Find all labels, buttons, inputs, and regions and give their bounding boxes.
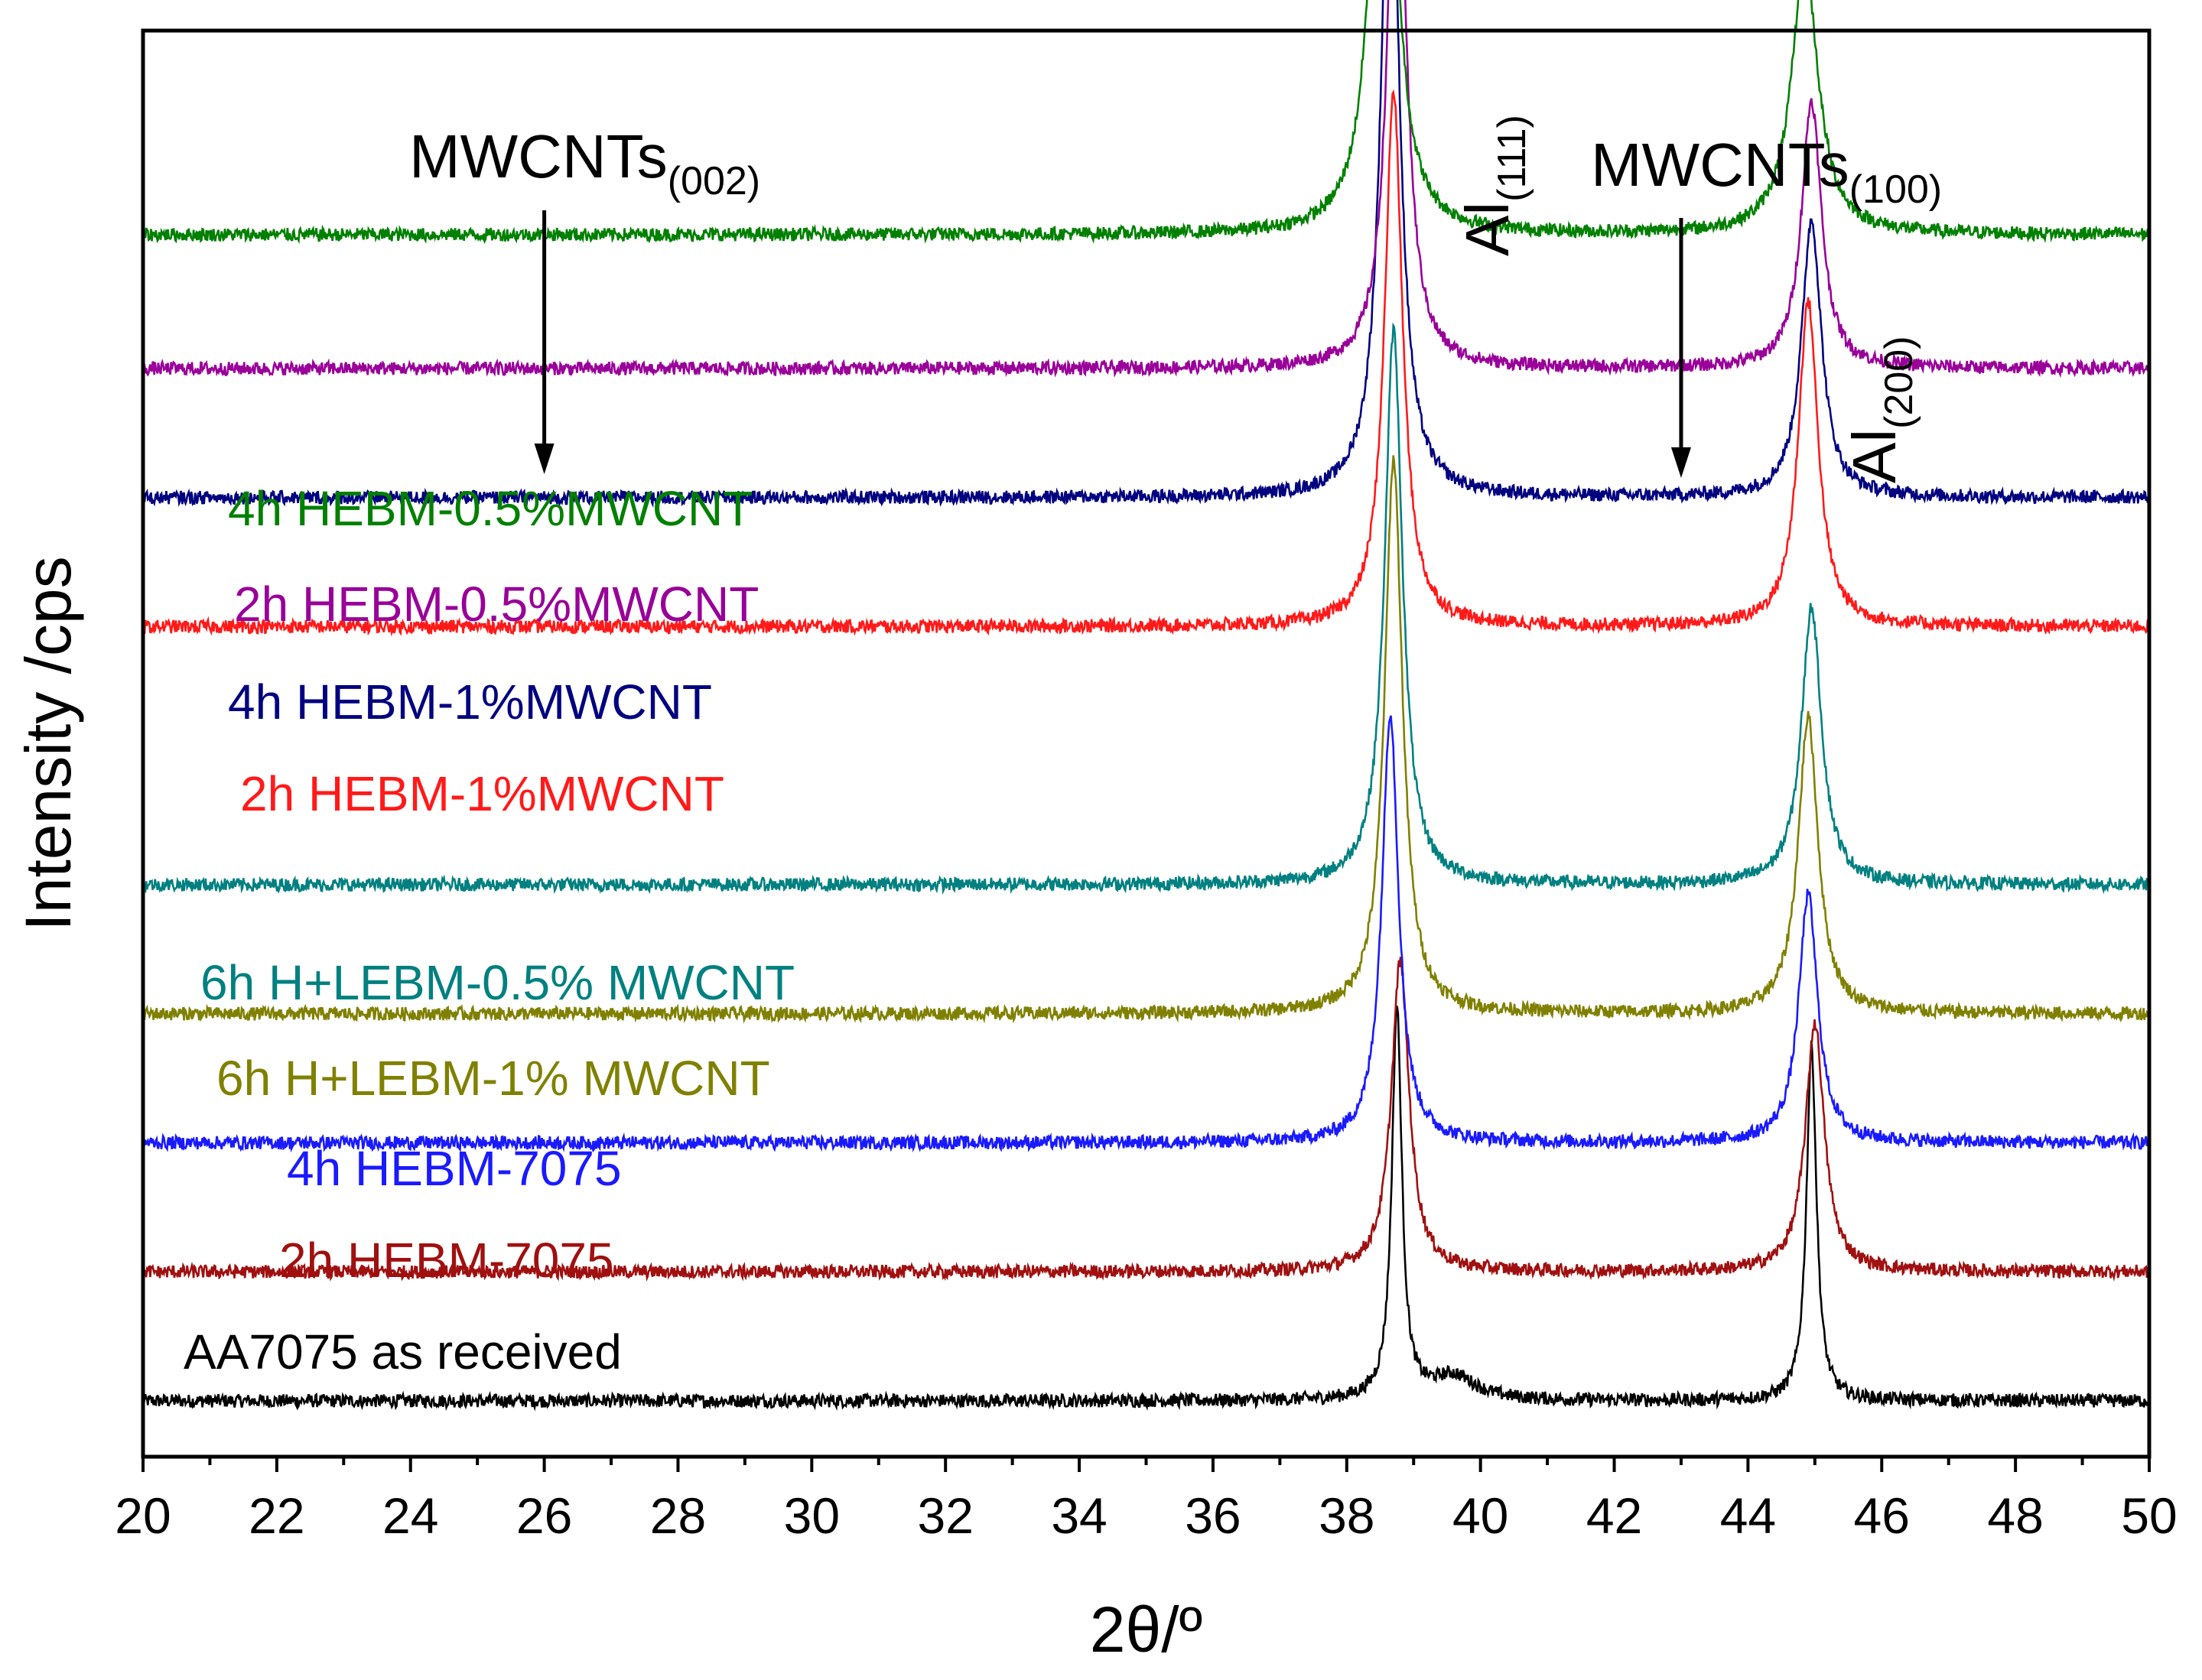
x-tick-label-11: 42: [1586, 1487, 1642, 1544]
x-tick-label-15: 50: [2121, 1487, 2177, 1544]
series-line-7: [141, 0, 2151, 379]
series-line-3: [141, 455, 2151, 1024]
x-tick-label-13: 46: [1854, 1487, 1910, 1544]
series-line-6: [141, 0, 2151, 509]
series-label-1: 2h HEBM-7075: [279, 1233, 614, 1288]
x-tick-label-7: 34: [1051, 1487, 1107, 1544]
annotation-al-200-main: Al: [1840, 429, 1908, 483]
annotation-mwcnts-002-sub: (002): [668, 159, 760, 203]
x-tick-label-10: 40: [1452, 1487, 1508, 1544]
y-axis-title: Intensity /cps: [12, 556, 84, 931]
annotation-al-200-sub: (200): [1877, 336, 1921, 428]
annotation-mwcnts-100-sub: (100): [1849, 167, 1942, 212]
series-label-3: 6h H+LEBM-1% MWCNT: [216, 1051, 770, 1106]
annotation-al-111-sub: (111): [1490, 115, 1534, 202]
series-label-7: 2h HEBM-0.5%MWCNT: [234, 577, 759, 632]
x-tick-label-9: 38: [1319, 1487, 1374, 1544]
annotation-al-111: Al(111): [1453, 115, 1534, 256]
series-label-4: 6h H+LEBM-0.5% MWCNT: [200, 955, 795, 1010]
series-line-4: [141, 322, 2151, 895]
x-tick-label-6: 32: [917, 1487, 973, 1544]
annotation-mwcnts-002-main: MWCNTs: [409, 122, 668, 190]
x-axis-title: 2θ/º: [1090, 1594, 1202, 1665]
annotation-mwcnts-100-main: MWCNTs: [1591, 131, 1849, 199]
x-tick-label-8: 36: [1185, 1487, 1241, 1544]
annotation-mwcnts-100: MWCNTs(100): [1591, 131, 1942, 212]
series-label-2: 4h HEBM-7075: [287, 1141, 622, 1196]
series-label-6: 4h HEBM-1%MWCNT: [228, 674, 712, 730]
series-label-5: 2h HEBM-1%MWCNT: [240, 766, 724, 821]
series-line-1: [141, 957, 2151, 1282]
series-line-2: [141, 715, 2151, 1153]
x-tick-label-12: 44: [1720, 1487, 1776, 1544]
x-tick-label-5: 30: [784, 1487, 840, 1544]
x-tick-label-14: 48: [1987, 1487, 2043, 1544]
series-label-0: AA7075 as received: [184, 1324, 622, 1379]
annotation-mwcnts-002: MWCNTs(002): [409, 122, 760, 203]
x-tick-label-1: 22: [249, 1487, 304, 1544]
series-line-5: [141, 89, 2151, 637]
series-line-0: [141, 1005, 2151, 1412]
annotation-al-111-main: Al: [1453, 202, 1521, 256]
x-tick-label-2: 24: [382, 1487, 438, 1544]
annotation-al-200: Al(200): [1840, 336, 1921, 483]
series-label-8: 4h HEBM-0.5%MWCNT: [228, 481, 753, 536]
x-tick-label-3: 26: [516, 1487, 572, 1544]
arrow-mwcnts-002-head: [534, 444, 555, 474]
arrow-mwcnts-100-head: [1670, 447, 1691, 478]
x-tick-label-0: 20: [115, 1487, 171, 1544]
series-line-8: [141, 0, 2151, 245]
x-tick-label-4: 28: [650, 1487, 706, 1544]
